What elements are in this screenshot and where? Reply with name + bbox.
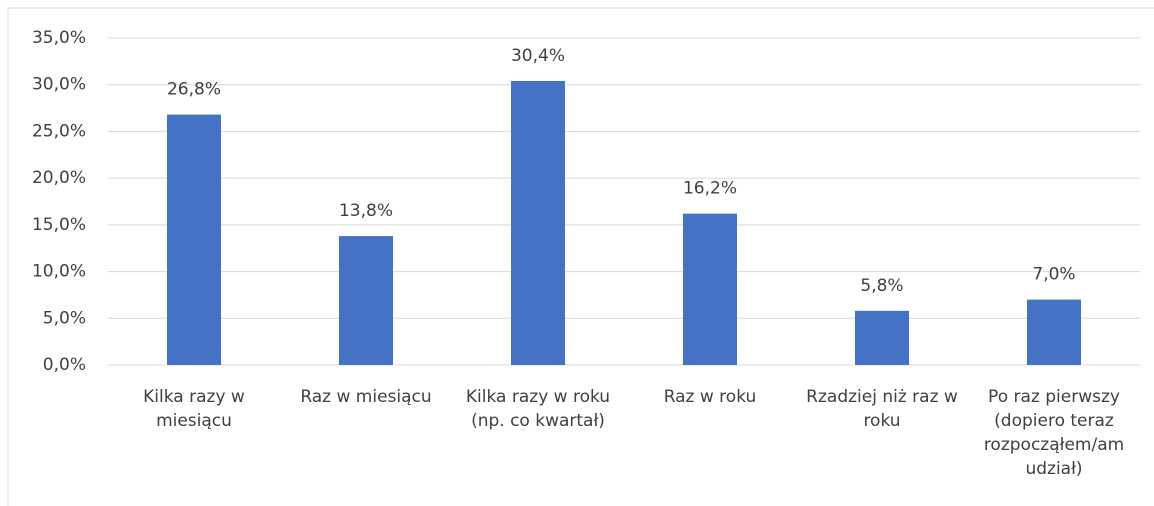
- y-tick-label: 5,0%: [43, 308, 86, 328]
- bar: [339, 236, 393, 365]
- y-tick-label: 10,0%: [32, 262, 86, 282]
- data-label: 7,0%: [1032, 265, 1075, 285]
- y-tick-label: 0,0%: [43, 355, 86, 375]
- y-tick-label: 30,0%: [32, 75, 86, 95]
- data-label: 16,2%: [683, 179, 737, 199]
- bar: [511, 80, 565, 365]
- x-tick-label: Raz w roku: [663, 387, 757, 407]
- data-label: 5,8%: [860, 276, 903, 296]
- bar: [855, 310, 909, 365]
- bar: [1027, 299, 1081, 365]
- chart-border: [7, 7, 1154, 506]
- x-tick-label: Kilka razy w miesiącu: [143, 387, 245, 431]
- x-tick-label: Kilka razy w roku (np. co kwartał): [465, 387, 611, 431]
- y-tick-label: 20,0%: [32, 168, 86, 188]
- x-tick-label: Po raz pierwszy (dopiero teraz rozpoczął…: [983, 387, 1125, 479]
- bar: [167, 114, 221, 366]
- data-label: 13,8%: [339, 201, 393, 221]
- y-tick-label: 15,0%: [32, 215, 86, 235]
- bar: [683, 213, 737, 365]
- y-tick-label: 25,0%: [32, 121, 86, 141]
- x-tick-label: Raz w miesiącu: [300, 387, 432, 407]
- data-label: 26,8%: [167, 80, 221, 100]
- data-label: 30,4%: [511, 46, 565, 66]
- y-tick-label: 35,0%: [32, 28, 86, 48]
- x-tick-label: Rzadziej niż raz w roku: [806, 387, 958, 431]
